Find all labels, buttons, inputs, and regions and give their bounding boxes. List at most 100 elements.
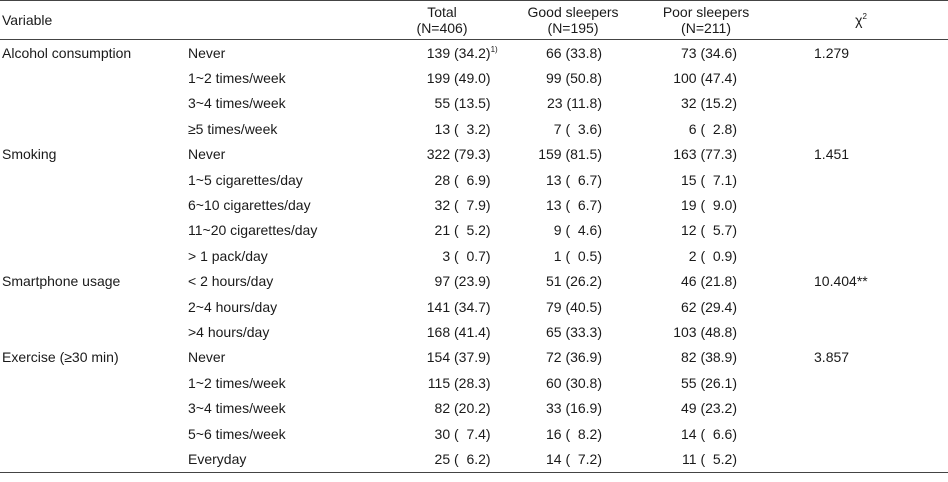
chi-square-cell: 3.857 [774,345,948,370]
total-count: 141 [426,298,451,315]
table-row: 5~6 times/week 30 ( 7.4) 16 ( 8.2) 14 ( 6.6… [0,421,948,446]
variable-cell [0,294,186,319]
category-label: 5~6 times/week [188,425,286,442]
chi-square-cell [774,65,948,90]
total-cell: 139 (34.2)1) [376,40,508,66]
category-cell: 6~10 cigarettes/day [186,192,376,217]
poor-sleepers-percent: ( 5.7) [700,222,738,239]
category-label: 1~2 times/week [188,70,286,87]
total-cell: 28 ( 6.9) [376,167,508,192]
poor-sleepers-percent: (38.9) [700,349,738,366]
total-cell: 141 (34.7) [376,294,508,319]
variable-name: Smartphone usage [2,273,121,290]
category-label: 1~5 cigarettes/day [188,171,303,188]
table-row: > 1 pack/day 3 ( 0.7) 1 ( 0.5) 2 ( 0.9) [0,243,948,268]
poor-sleepers-cell: 103 (48.8) [638,319,774,344]
category-cell: 5~6 times/week [186,421,376,446]
total-percent-value: (23.9) [454,273,491,290]
variable-cell [0,218,186,243]
total-percent-value: (79.3) [454,146,491,163]
table-row: 2~4 hours/day 141 (34.7) 79 (40.5) 62 (29.4… [0,294,948,319]
poor-sleepers-count: 15 [680,171,697,188]
header-row: Variable Total (N=406) Good sleepers (N=… [0,0,948,40]
total-percent: ( 5.2) [454,222,496,238]
poor-sleepers-percent: (23.2) [700,400,738,417]
header-good-n: (N=195) [547,20,599,36]
poor-sleepers-percent: (48.8) [700,323,738,340]
variable-cell [0,167,186,192]
total-percent-value: (37.9) [454,349,491,366]
table-row: 6~10 cigarettes/day 32 ( 7.9) 13 ( 6.7) 19 … [0,192,948,217]
total-count: 13 [434,120,451,137]
poor-sleepers-count: 6 [688,120,697,137]
total-percent-value: ( 6.9) [454,171,491,188]
poor-sleepers-count: 163 [673,146,697,163]
chi-square-cell [774,370,948,395]
total-percent: ( 7.4) [454,426,496,442]
category-label: 6~10 cigarettes/day [188,197,311,214]
category-cell: >4 hours/day [186,319,376,344]
total-cell: 115 (28.3) [376,370,508,395]
table-header: Variable Total (N=406) Good sleepers (N=… [0,0,948,40]
total-cell: 25 ( 6.2) [376,446,509,473]
total-count: 21 [434,222,451,239]
category-cell: 11~20 cigarettes/day [186,218,376,243]
total-cell: 32 ( 7.9) [376,192,508,217]
chi-square-value: 1.279 [814,44,850,61]
header-poor-label: Poor sleepers [662,4,750,20]
chi-square-cell [774,421,948,446]
variable-cell [0,91,186,116]
total-count: 168 [426,323,451,340]
total-cell: 13 ( 3.2) [376,116,508,141]
good-sleepers-cell: 51 (26.2) [508,269,638,294]
good-sleepers-count: 9 [553,222,562,239]
total-cell: 322 (79.3) [376,142,508,167]
total-count: 55 [434,95,451,112]
good-sleepers-percent: ( 6.7) [565,171,603,188]
chi-square-cell [774,395,948,420]
poor-sleepers-count: 55 [680,374,697,391]
chi-square-cell: 10.404** [774,269,948,294]
poor-sleepers-percent: (34.6) [700,44,738,61]
good-sleepers-count: 159 [538,146,562,163]
table-row: 3~4 times/week 82 (20.2) 33 (16.9) 49 (23.2… [0,395,948,420]
poor-sleepers-cell: 12 ( 5.7) [638,218,774,243]
chi-square-value: 10.404** [814,273,868,290]
category-label: 3~4 times/week [188,95,286,112]
good-sleepers-percent: (11.8) [566,95,603,112]
header-chi-superscript: 2 [862,12,867,21]
good-sleepers-cell: 16 ( 8.2) [508,421,638,446]
category-cell: 1~5 cigarettes/day [186,167,376,192]
poor-sleepers-count: 49 [680,400,697,417]
good-sleepers-cell: 66 (33.8) [508,40,638,66]
good-sleepers-cell: 33 (16.9) [508,395,638,420]
poor-sleepers-percent: ( 7.1) [700,171,738,188]
good-sleepers-count: 65 [545,323,562,340]
category-label: Everyday [188,450,247,467]
category-cell: < 2 hours/day [186,269,376,294]
good-sleepers-count: 23 [547,95,563,112]
good-sleepers-count: 72 [545,349,562,366]
total-cell: 55 (13.5) [376,91,508,116]
total-percent: (34.7) [454,299,496,315]
header-good-sleepers: Good sleepers (N=195) [508,0,639,40]
total-percent: (23.9) [454,273,496,289]
total-percent: (49.0) [454,70,496,86]
total-cell: 21 ( 5.2) [376,218,508,243]
category-cell: 2~4 hours/day [186,294,376,319]
table-body: Alcohol consumption Never 139 (34.2)1) 66 (… [0,40,948,473]
category-cell: 1~2 times/week [186,370,376,395]
total-cell: 30 ( 7.4) [376,421,508,446]
chi-square-cell [774,319,948,344]
total-cell: 97 (23.9) [376,269,508,294]
table-row: 1~5 cigarettes/day 28 ( 6.9) 13 ( 6.7) 15 (… [0,167,948,192]
total-percent: (28.3) [454,375,496,391]
header-good-label: Good sleepers [527,4,619,20]
good-sleepers-count: 66 [545,44,562,61]
good-sleepers-cell: 14 ( 7.2) [508,446,639,473]
good-sleepers-cell: 72 (36.9) [508,345,638,370]
good-sleepers-count: 51 [545,273,562,290]
chi-square-cell [774,294,948,319]
poor-sleepers-cell: 46 (21.8) [638,269,774,294]
